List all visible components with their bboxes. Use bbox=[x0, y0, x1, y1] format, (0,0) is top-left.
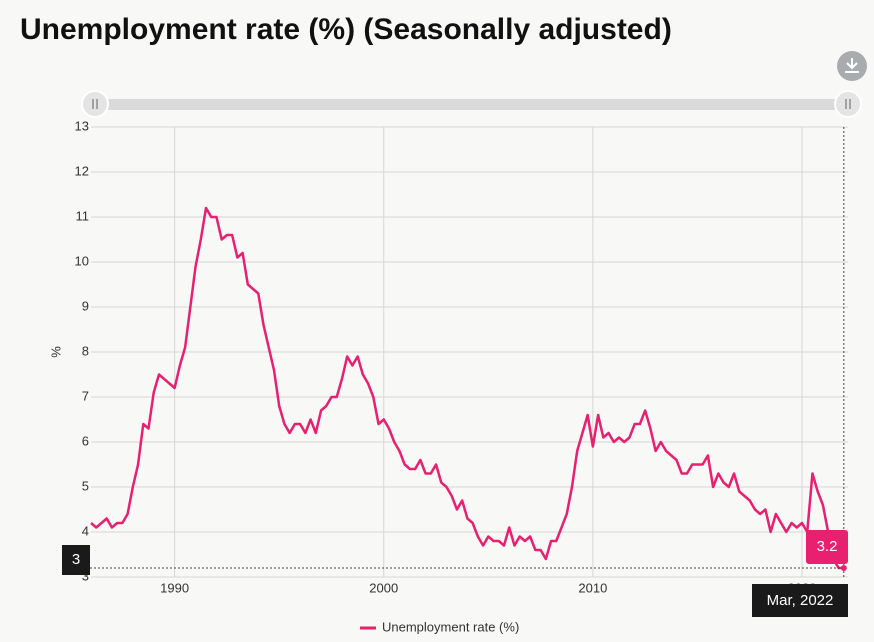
slider-grip bbox=[92, 99, 98, 109]
tooltip-value: 3.2 bbox=[817, 538, 838, 555]
chart-title: Unemployment rate (%) (Seasonally adjust… bbox=[20, 13, 672, 46]
legend-label: Unemployment rate (%) bbox=[382, 619, 519, 634]
date-crosshair-label: Mar, 2022 bbox=[767, 592, 834, 609]
y-tick-label: 10 bbox=[75, 253, 89, 268]
slider-handle-right[interactable] bbox=[834, 90, 862, 118]
axis-crosshair-label: 3 bbox=[72, 551, 80, 568]
download-icon[interactable] bbox=[845, 58, 859, 73]
slider-handle-left[interactable] bbox=[81, 90, 109, 118]
range-slider[interactable] bbox=[81, 90, 862, 118]
slider-grip bbox=[845, 99, 851, 109]
y-axis-label: % bbox=[48, 346, 63, 358]
tooltip-box bbox=[806, 530, 848, 564]
x-tick-label: 2010 bbox=[578, 580, 607, 595]
x-tick-label: 2000 bbox=[369, 580, 398, 595]
y-tick-label: 4 bbox=[82, 523, 89, 538]
y-tick-label: 8 bbox=[82, 343, 89, 358]
date-crosshair-box bbox=[752, 584, 848, 617]
y-tick-label: 9 bbox=[82, 298, 89, 313]
y-tick-label: 12 bbox=[75, 163, 89, 178]
download-button[interactable] bbox=[837, 51, 867, 81]
y-tick-label: 11 bbox=[76, 208, 90, 223]
y-tick-label: 3 bbox=[82, 568, 89, 583]
slider-track[interactable] bbox=[95, 99, 848, 110]
y-tick-label: 7 bbox=[82, 388, 89, 403]
x-tick-label: 1990 bbox=[160, 580, 189, 595]
y-tick-label: 13 bbox=[75, 118, 89, 133]
axis-crosshair-box bbox=[62, 545, 90, 575]
y-tick-label: 6 bbox=[82, 433, 89, 448]
hover-point bbox=[840, 565, 847, 571]
y-tick-label: 5 bbox=[82, 478, 89, 493]
data-line bbox=[90, 206, 844, 570]
